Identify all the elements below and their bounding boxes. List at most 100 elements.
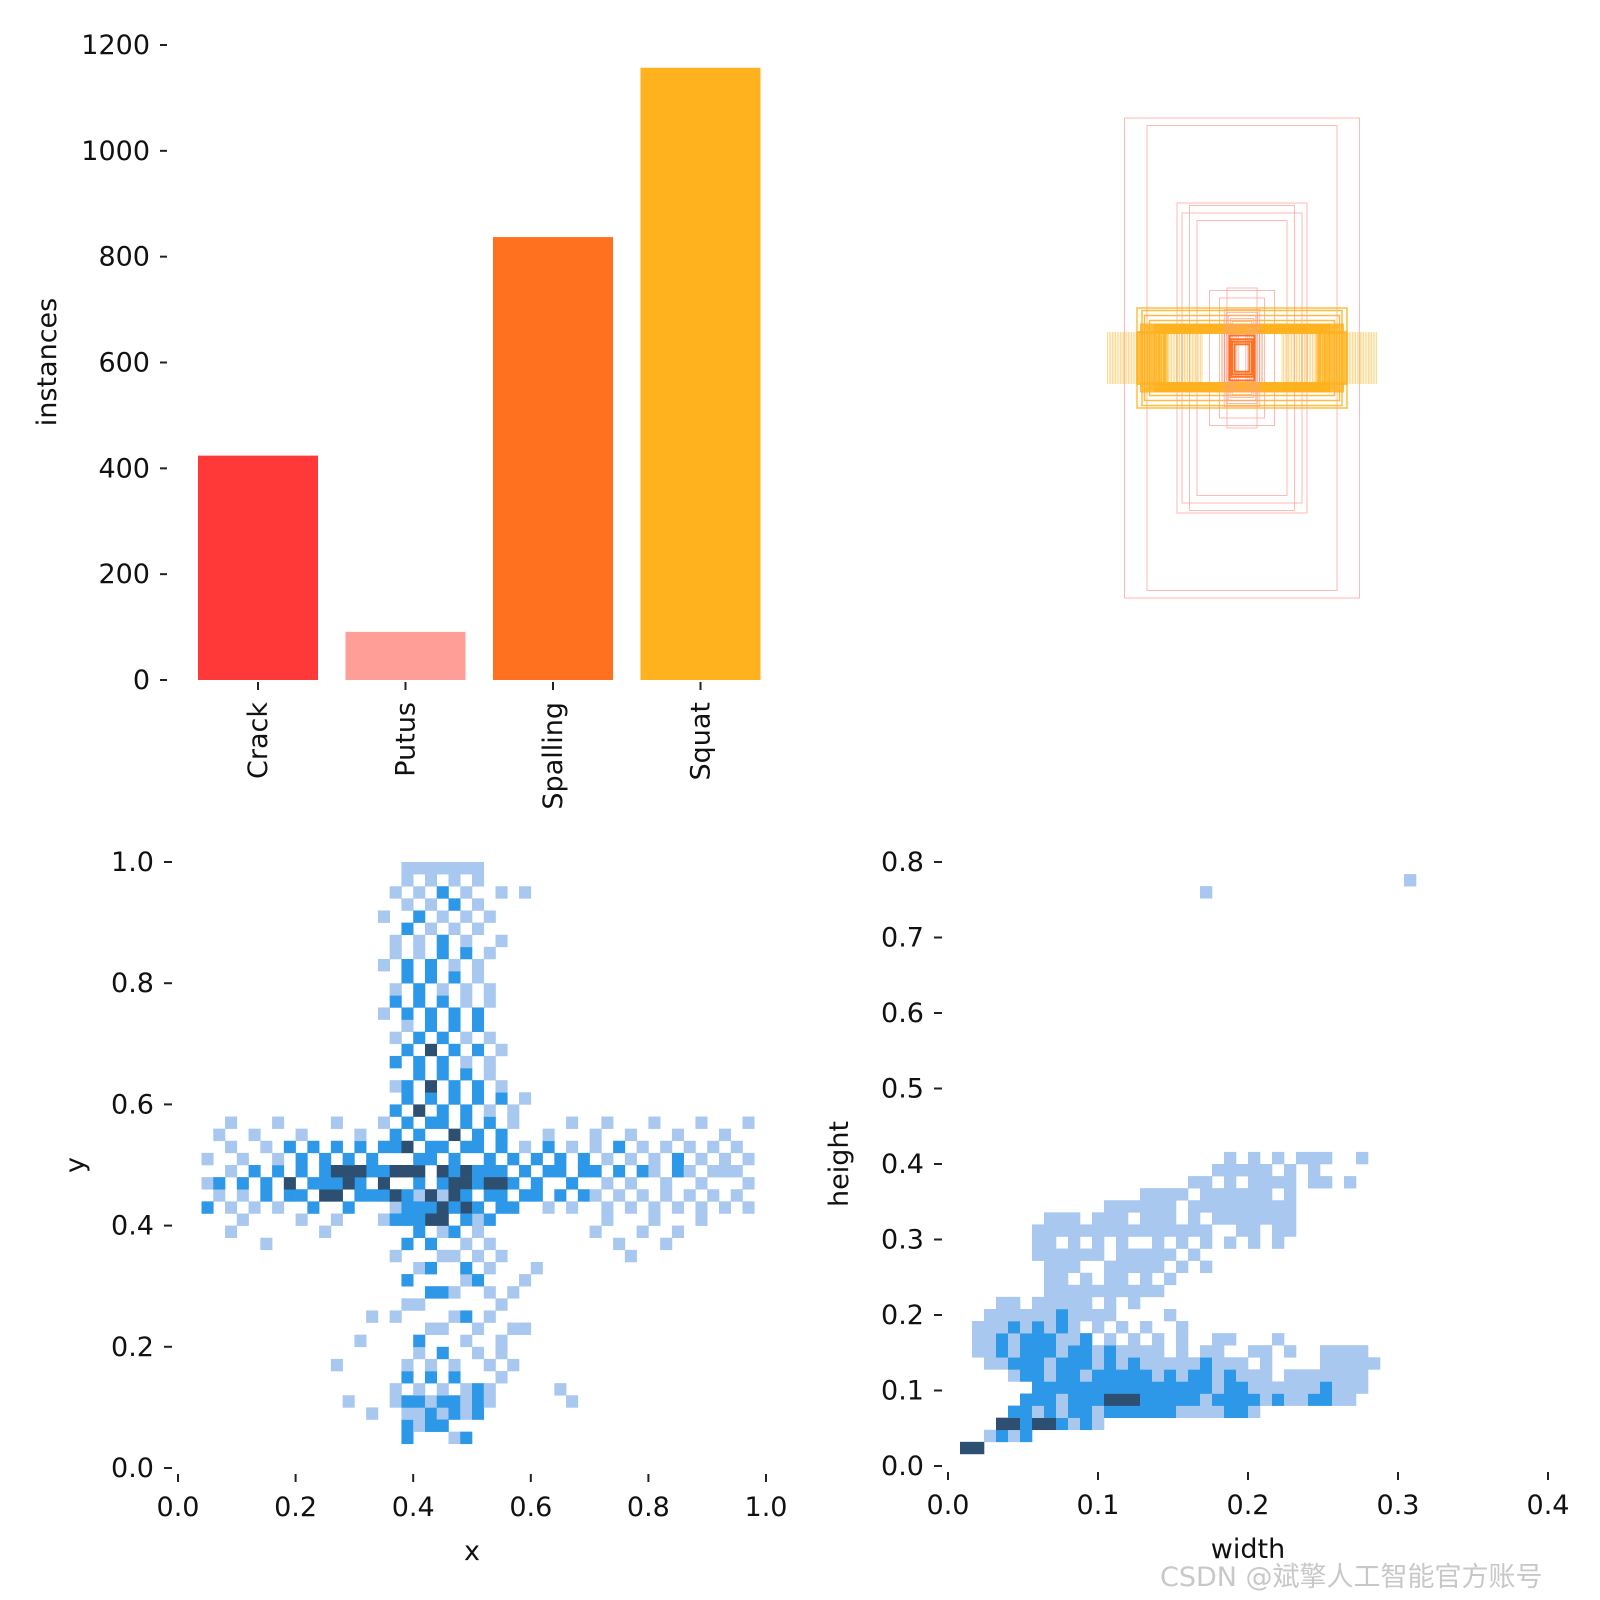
heat-cell (1092, 1212, 1105, 1225)
heat-cell (1104, 1393, 1117, 1406)
heat-cell (424, 1201, 438, 1214)
heat-cell (448, 1431, 461, 1445)
heat-cell (460, 1201, 473, 1214)
heat-cell (1068, 1260, 1081, 1274)
heat-cell (330, 1116, 343, 1129)
heat-cell (401, 1274, 414, 1287)
heat-cell (436, 1165, 449, 1178)
heat-cell (730, 1165, 743, 1178)
xy-heatmap: 0.0 0.2 0.4 0.6 0.8 1.0 0.0 0.2 0.4 0.6 0.8 1.0 x y (60, 847, 787, 1567)
heat-cell (1152, 1393, 1165, 1406)
heat-cell (1068, 1308, 1081, 1322)
heat-cell (448, 1358, 461, 1372)
heat-cell (507, 1104, 520, 1117)
heat-cell (389, 1310, 402, 1323)
heat-cell (1236, 1224, 1249, 1237)
heat-cell (1200, 1369, 1213, 1382)
heat-cell (530, 1177, 543, 1190)
heat-cell (1140, 1393, 1153, 1406)
heat-cell (483, 1395, 496, 1408)
heat-cell (495, 1371, 508, 1384)
heat-cell (1260, 1200, 1273, 1213)
heat-cell (1032, 1405, 1045, 1418)
heat-cell (1164, 1224, 1177, 1237)
heat-cell (472, 1346, 485, 1360)
heat-cell (460, 910, 473, 923)
heat-cell (1032, 1308, 1045, 1322)
heat-cell (507, 1358, 520, 1372)
heat-cell (1176, 1224, 1189, 1237)
heat-cell (389, 1080, 402, 1093)
heat-cell (984, 1321, 997, 1334)
heat-cell (460, 934, 473, 948)
heat-cell (1068, 1393, 1081, 1406)
y-tick-label: 0.2 (881, 1300, 924, 1331)
heat-cell (1200, 1405, 1213, 1418)
x-tick-label: 0.1 (1077, 1490, 1120, 1521)
heat-cell (683, 1140, 696, 1154)
heat-cell (1140, 1321, 1153, 1334)
heat-cell (413, 1165, 426, 1178)
heat-cell (742, 1177, 755, 1190)
heat-cell (1260, 1345, 1273, 1358)
heat-cell (401, 1237, 414, 1251)
heat-cell (1284, 1212, 1297, 1225)
heat-cell (1224, 1212, 1237, 1225)
heat-cell (1164, 1405, 1177, 1418)
heat-cell (1164, 1212, 1177, 1225)
heat-cell (330, 1189, 343, 1202)
heat-cell (1344, 1369, 1357, 1382)
heat-cell (1272, 1212, 1285, 1225)
heat-cell (1008, 1308, 1021, 1322)
heat-cell (1008, 1345, 1021, 1358)
heat-cell (495, 1092, 508, 1105)
heat-cell (1056, 1212, 1069, 1225)
heat-cell (483, 1068, 496, 1081)
heat-cell (213, 1128, 226, 1142)
y-tick-label: 0.1 (881, 1376, 924, 1407)
heat-cell (1116, 1284, 1129, 1298)
heat-cell (436, 1225, 449, 1239)
heat-cell (996, 1357, 1009, 1370)
heat-cell (413, 983, 426, 996)
heat-cell (460, 1068, 473, 1081)
heat-cell (1116, 1369, 1129, 1382)
heat-cell (1020, 1405, 1033, 1418)
heat-cell (483, 1189, 496, 1202)
heat-cell (401, 862, 414, 875)
heat-cell (542, 1201, 555, 1214)
heat-cell (566, 1116, 579, 1129)
y-tick-label: 0.7 (881, 923, 924, 954)
heat-cell (1032, 1296, 1045, 1310)
heat-cell (319, 1177, 332, 1190)
heat-cell (1068, 1381, 1081, 1394)
heat-cell (624, 1128, 637, 1142)
heat-cell (483, 946, 496, 960)
heat-cell (319, 1165, 332, 1178)
heat-cell (566, 1177, 579, 1190)
heat-cell (1056, 1272, 1069, 1286)
heat-cell (1080, 1345, 1093, 1358)
heat-cell (1188, 1369, 1201, 1382)
heat-cell (1056, 1369, 1069, 1382)
y-tick-label: 0.0 (111, 1453, 154, 1484)
heat-cell (389, 1165, 402, 1178)
heat-cell (960, 1441, 973, 1455)
heat-cell (495, 1043, 508, 1057)
heat-cell (448, 1043, 461, 1057)
heat-cell (1200, 1381, 1213, 1394)
heat-cell (424, 1152, 438, 1166)
heat-cell (1104, 1308, 1117, 1322)
heat-cell (636, 1140, 649, 1154)
heat-cell (307, 1177, 320, 1190)
heat-cell (1092, 1393, 1105, 1406)
heat-cell (1056, 1296, 1069, 1310)
heat-cell (1044, 1393, 1057, 1406)
heat-cell (424, 1237, 438, 1251)
heat-cell (436, 934, 449, 948)
heat-cell (1092, 1321, 1105, 1334)
heat-cell (472, 1080, 485, 1093)
heat-cell (225, 1140, 238, 1154)
heat-cell (401, 958, 414, 972)
heat-cell (1164, 1357, 1177, 1370)
